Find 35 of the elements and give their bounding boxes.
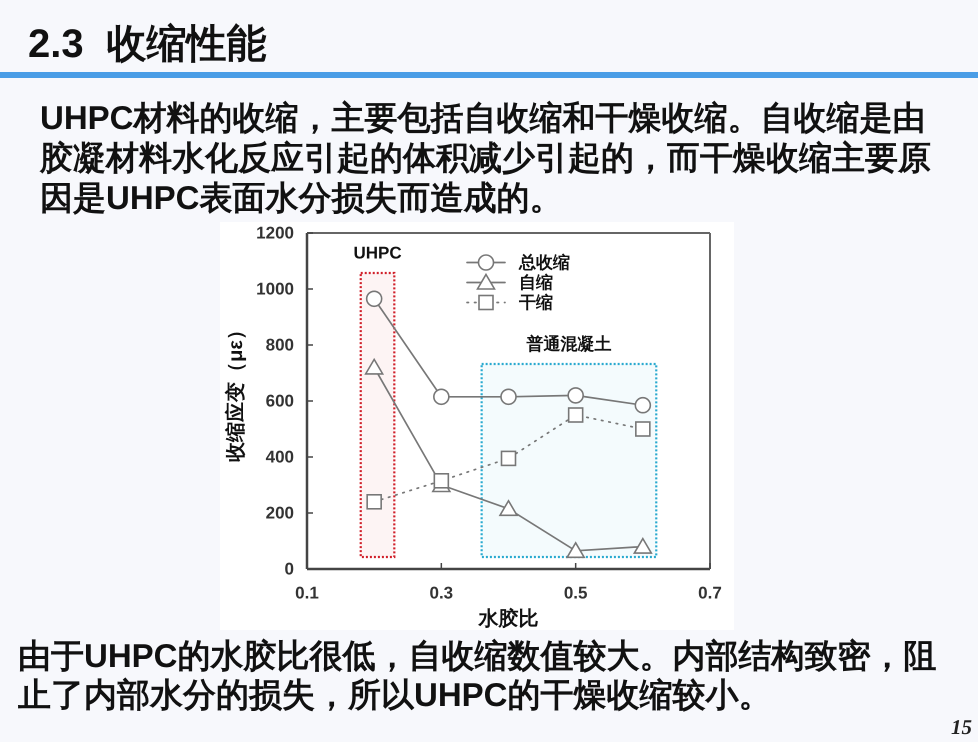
x-axis-title: 水胶比 bbox=[478, 607, 538, 630]
point bbox=[635, 421, 651, 437]
x-tick-label: 0.1 bbox=[295, 584, 319, 602]
text: 由于UHPC的水胶比很低，自收缩数值较大。内部结构致密，阻止了内部水分的损失，所以UHPC的干燥收缩较小。 bbox=[18, 636, 938, 714]
point bbox=[634, 538, 652, 554]
x-tick-label: 0.3 bbox=[430, 584, 454, 602]
y-tick-label: 200 bbox=[266, 504, 294, 522]
point bbox=[500, 388, 517, 406]
text: 15 bbox=[951, 715, 972, 740]
band-label: 普通混凝土 bbox=[525, 334, 612, 354]
legend-label: 总收缩 bbox=[518, 253, 570, 272]
x-tick-label: 0.7 bbox=[698, 584, 722, 602]
band-label: UHPC bbox=[353, 244, 402, 262]
y-tick-label: 1000 bbox=[256, 280, 294, 298]
y-tick-label: 0 bbox=[284, 560, 294, 578]
point bbox=[364, 358, 384, 375]
point bbox=[499, 500, 518, 516]
chart-subtitle: UHPC材料的收缩，主要包括自收缩和干燥收缩。自收缩是由胶凝材料水化反应引起的体积减少引起的，而干燥收缩主要原因是UHPC表面水分损失而造成的。 bbox=[40, 98, 932, 218]
point bbox=[366, 290, 382, 308]
point bbox=[568, 407, 584, 423]
point bbox=[566, 542, 585, 558]
point bbox=[634, 396, 652, 414]
y-tick-label: 400 bbox=[266, 448, 294, 466]
point bbox=[366, 494, 382, 510]
y-tick-label: 600 bbox=[266, 392, 294, 410]
x-tick-label: 0.5 bbox=[564, 584, 588, 602]
legend-label: 干缩 bbox=[518, 293, 553, 312]
y-axis-title: 收缩应变（με） bbox=[224, 320, 247, 462]
point bbox=[567, 387, 584, 404]
y-tick-label: 800 bbox=[266, 336, 294, 354]
point bbox=[434, 473, 450, 489]
point bbox=[500, 450, 516, 466]
chart-title: 2.3 收缩性能 bbox=[28, 21, 267, 68]
y-tick-label: 1200 bbox=[256, 224, 294, 242]
legend-label: 自缩 bbox=[519, 273, 553, 292]
